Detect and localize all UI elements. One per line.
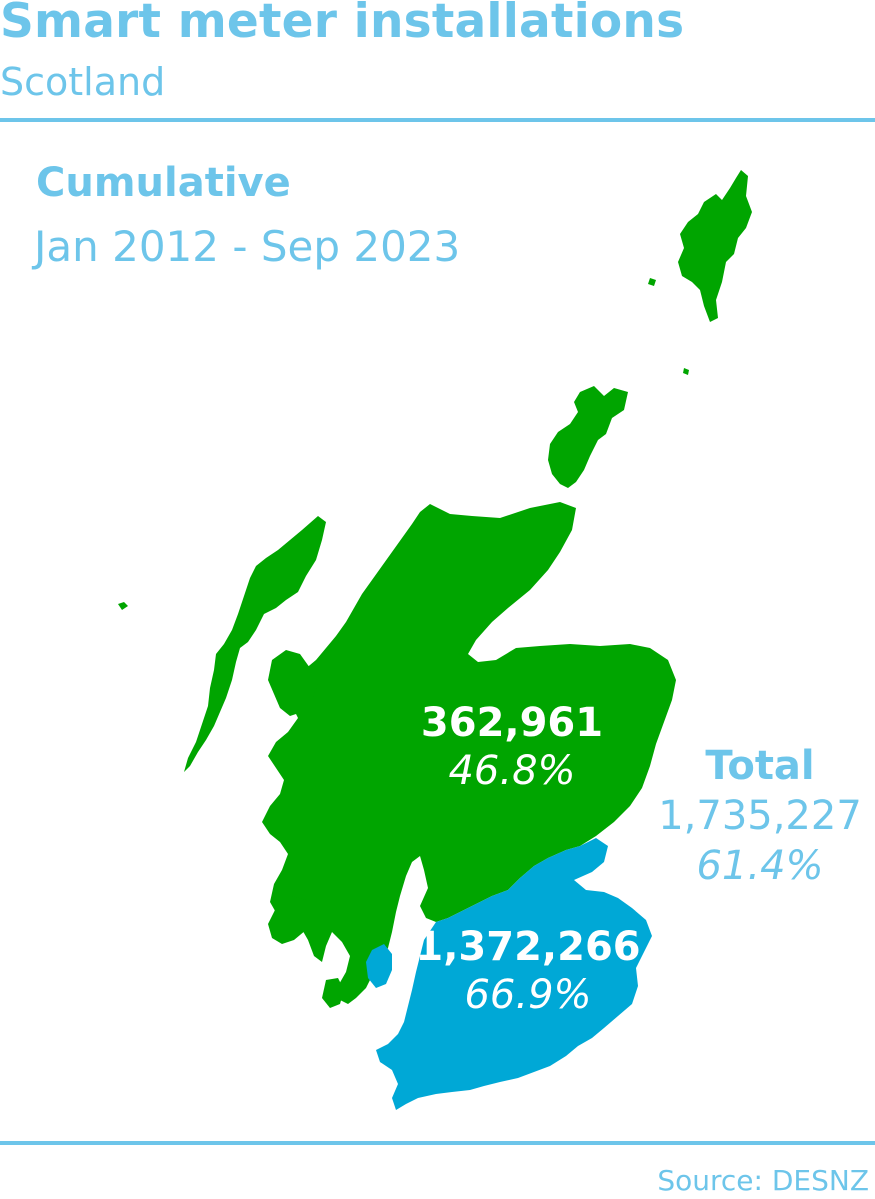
north-region-count: 362,961 bbox=[420, 700, 604, 746]
source-note: Source: DESNZ bbox=[657, 1164, 869, 1197]
period-range: Jan 2012 - Sep 2023 bbox=[34, 222, 461, 271]
islay bbox=[322, 978, 344, 1008]
period-heading: Cumulative bbox=[36, 160, 291, 206]
fair-isle bbox=[683, 368, 689, 375]
total-percent: 61.4% bbox=[696, 843, 824, 889]
isle-of-skye bbox=[268, 650, 318, 716]
chart-title: Smart meter installations bbox=[0, 0, 685, 49]
total-heading: Total bbox=[705, 743, 815, 789]
bottom-divider bbox=[0, 1141, 875, 1145]
region-north bbox=[262, 502, 676, 1004]
shetland-islands bbox=[678, 170, 752, 322]
north-region-percent: 46.8% bbox=[448, 748, 576, 794]
south-region-label: 1,372,266 66.9% bbox=[408, 924, 648, 1020]
st-kilda bbox=[118, 602, 128, 610]
total-count: 1,735,227 bbox=[658, 793, 862, 839]
region-south bbox=[376, 838, 652, 1110]
shetland-outlier bbox=[648, 278, 656, 286]
south-region-count: 1,372,266 bbox=[415, 924, 641, 970]
total-summary: Total 1,735,227 61.4% bbox=[640, 742, 875, 890]
north-region-label: 362,961 46.8% bbox=[412, 700, 612, 796]
chart-subtitle: Scotland bbox=[0, 60, 166, 104]
isle-of-mull bbox=[268, 896, 314, 944]
outer-hebrides bbox=[184, 516, 326, 772]
isle-of-arran bbox=[366, 944, 392, 988]
south-region-percent: 66.9% bbox=[464, 972, 592, 1018]
orkney-islands bbox=[548, 386, 628, 488]
top-divider bbox=[0, 118, 875, 122]
